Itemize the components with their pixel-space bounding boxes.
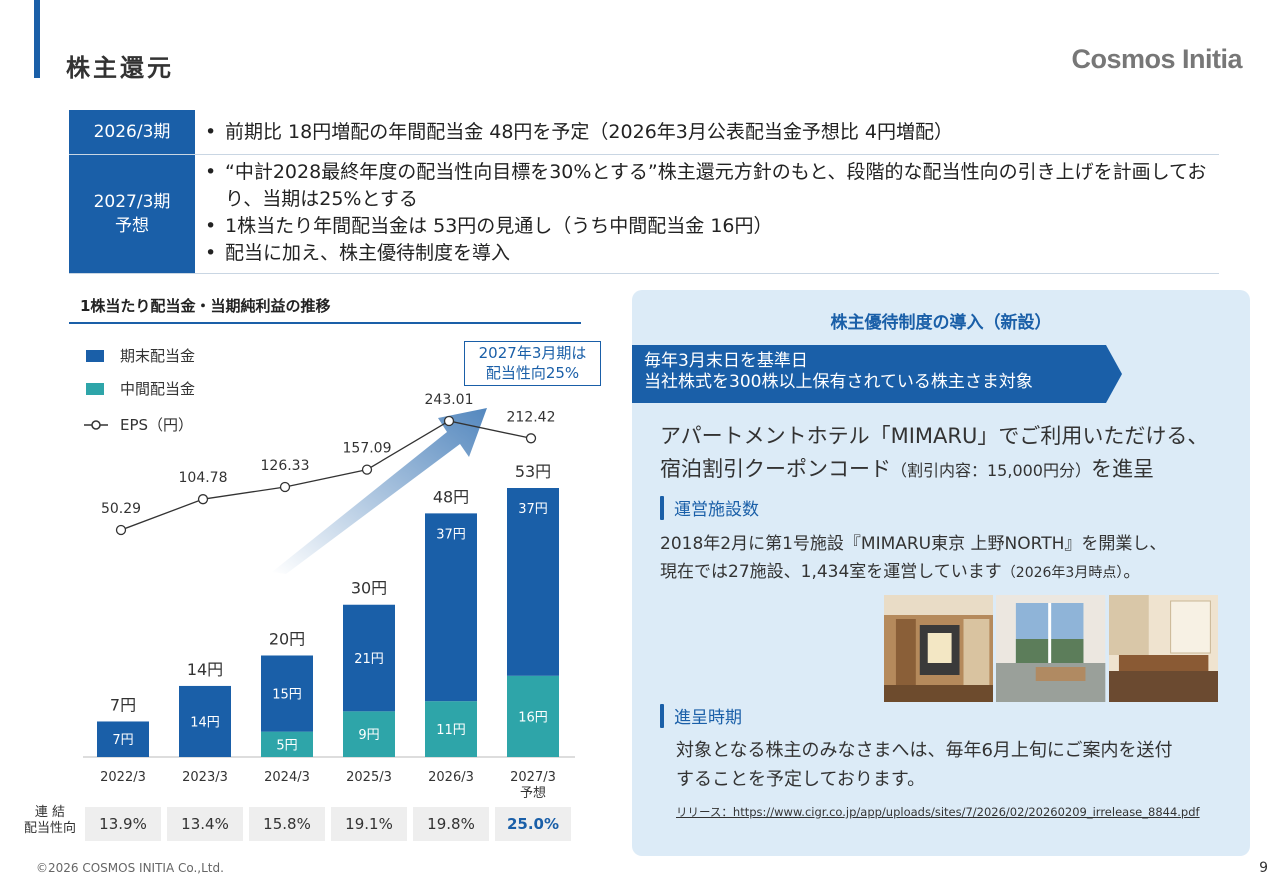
eps-value-label: 104.78 xyxy=(179,470,228,486)
payout-ratio-cell: 13.4% xyxy=(167,807,243,841)
summary-label-2027: 2027/3期 予想 xyxy=(69,155,195,273)
facilities-text: 2018年2月に第1号施設『MIMARU東京 上野NORTH』を開業し、 現在で… xyxy=(660,534,1167,582)
bar-final-2024/3 xyxy=(261,655,313,732)
legend-final-dividend: 期末配当金 xyxy=(86,345,195,366)
shareholder-benefit-panel: 株主優待制度の導入（新設） 毎年3月末日を基準日 当社株式を300株以上保有され… xyxy=(632,290,1250,856)
legend-eps: EPS（円） xyxy=(84,414,193,435)
eps-point xyxy=(525,433,537,444)
x-tick-sublabel: 予想 xyxy=(520,785,546,801)
bullet-item: • 配当に加え、株主優待制度を導入 xyxy=(205,242,511,264)
summary-row-2027: 2027/3期 予想 • “中計2028最終年度の配当性向目標を30%とする”株主… xyxy=(69,155,1219,274)
timing-text: 対象となる株主のみなさまへは、毎年6月上旬にご案内を送付 することを予定しており… xyxy=(676,740,1173,790)
x-tick-label: 2027/3 xyxy=(510,770,556,785)
payout-ratio-cell: 19.8% xyxy=(413,807,489,841)
bullet-item: • 1株当たり年間配当金は 53円の見通し（うち中間配当金 16円） xyxy=(205,215,773,237)
bar-total-label: 7円 xyxy=(110,695,136,714)
x-tick-label: 2025/3 xyxy=(346,770,392,785)
payout-ratio-label: 連 結 配当性向 xyxy=(23,805,76,836)
hotel-lobby-photo xyxy=(884,595,994,702)
bar-label-final: 37円 xyxy=(518,502,548,517)
legend-swatch xyxy=(86,382,104,395)
x-tick-label: 2023/3 xyxy=(182,770,228,785)
bar-label-final: 21円 xyxy=(354,652,384,667)
summary-label-2026: 2026/3期 xyxy=(69,110,195,154)
bar-interim-2027/3 xyxy=(507,675,559,757)
bar-interim-2026/3 xyxy=(425,701,477,757)
copyright: ©2026 COSMOS INITIA Co.,Ltd. xyxy=(36,861,224,875)
eps-value-label: 50.29 xyxy=(101,501,141,517)
eps-point xyxy=(443,415,455,427)
bar-label-final: 14円 xyxy=(190,715,220,730)
hotel-dining-photo xyxy=(1108,595,1218,702)
chart-title: 1株当たり配当金・当期純利益の推移 xyxy=(80,297,331,315)
payout-ratio-cell: 13.9% xyxy=(85,807,161,841)
eps-value-label: 126.33 xyxy=(261,458,310,474)
benefit-description: アパートメントホテル「MIMARU」でご利用いただける、 宿泊割引クーポンコード… xyxy=(660,424,1209,481)
bar-label-final: 7円 xyxy=(112,733,133,748)
hotel-room-window-photo xyxy=(996,595,1106,702)
bar-final-2026/3 xyxy=(425,513,477,702)
x-tick-label: 2022/3 xyxy=(100,770,146,785)
panel-title: 株主優待制度の導入（新設） xyxy=(830,313,1052,333)
bar-label-interim: 11円 xyxy=(436,723,466,738)
eps-point xyxy=(361,464,373,475)
bar-label-final: 15円 xyxy=(272,688,302,703)
bar-interim-2024/3 xyxy=(261,731,313,757)
section-heading-facilities: 運営施設数 xyxy=(660,495,759,520)
eps-value-label: 157.09 xyxy=(343,441,392,457)
eps-point xyxy=(279,481,291,493)
hotel-photos xyxy=(884,595,1218,702)
payout-ratio-cell: 25.0% xyxy=(495,807,571,841)
chart-title-underline xyxy=(69,322,581,324)
summary-content-2027: • “中計2028最終年度の配当性向目標を30%とする”株主還元方針のもと、段階的… xyxy=(195,155,1219,273)
bar-total-label: 30円 xyxy=(351,579,387,598)
bar-label-interim: 9円 xyxy=(358,728,379,743)
section-marker xyxy=(660,703,664,728)
x-tick-label: 2024/3 xyxy=(264,770,310,785)
release-link[interactable]: リリース：https://www.cigr.co.jp/app/uploads/… xyxy=(676,805,1200,819)
bar-final-2027/3 xyxy=(507,488,559,676)
dividend-eps-chart: 7円 7円 2022/3 14円 14円 2023/3 5円 15円 20円 2024/3 9円 21… xyxy=(83,392,575,801)
bar-interim-2025/3 xyxy=(343,711,395,757)
bar-total-label: 20円 xyxy=(269,629,305,648)
eps-value-label: 212.42 xyxy=(507,409,556,425)
bar-final-2023/3 xyxy=(179,685,231,757)
page-number: 9 xyxy=(1259,860,1268,876)
summary-row-2026: 2026/3期 • 前期比 18円増配の年間配当金 48円を予定（2026年3月公… xyxy=(69,110,1219,155)
bullet-item: • “中計2028最終年度の配当性向目標を30%とする”株主還元方針のもと、段階的… xyxy=(205,161,1207,210)
bar-total-label: 53円 xyxy=(515,462,551,481)
eligibility-ribbon: 毎年3月末日を基準日 当社株式を300株以上保有されている株主さま対象 xyxy=(632,345,1122,403)
payout-ratio-cell: 15.8% xyxy=(249,807,325,841)
company-logo: Cosmos Initia xyxy=(1071,44,1242,74)
summary-content-2026: • 前期比 18円増配の年間配当金 48円を予定（2026年3月公表配当金予想比 … xyxy=(195,110,1219,154)
legend-swatch xyxy=(86,349,104,362)
page-title: 株主還元 xyxy=(66,54,174,82)
bar-label-interim: 16円 xyxy=(518,710,548,725)
payout-ratio-cell: 19.1% xyxy=(331,807,407,841)
bullet-item: • 前期比 18円増配の年間配当金 48円を予定（2026年3月公表配当金予想比 … xyxy=(205,121,954,143)
trend-arrow xyxy=(272,408,487,574)
legend-line-marker xyxy=(84,419,108,430)
bar-final-2022/3 xyxy=(97,721,149,757)
bar-total-label: 14円 xyxy=(187,660,223,679)
legend-interim-dividend: 中間配当金 xyxy=(86,378,195,399)
title-accent-bar xyxy=(34,0,40,78)
summary-table: 2026/3期 • 前期比 18円増配の年間配当金 48円を予定（2026年3月公… xyxy=(69,110,1219,274)
payout-annotation-box: 2027年3月期は 配当性向25% xyxy=(464,341,601,386)
eps-line xyxy=(120,420,532,531)
eps-point xyxy=(197,494,209,505)
section-marker xyxy=(660,495,664,520)
bar-label-interim: 5円 xyxy=(276,738,297,753)
eps-point xyxy=(115,524,127,536)
bar-final-2025/3 xyxy=(343,604,395,712)
section-heading-timing: 進呈時期 xyxy=(660,703,742,728)
eps-value-label: 243.01 xyxy=(425,392,474,408)
bar-total-label: 48円 xyxy=(433,487,469,506)
x-tick-label: 2026/3 xyxy=(428,770,474,785)
bar-label-final: 37円 xyxy=(436,527,466,542)
